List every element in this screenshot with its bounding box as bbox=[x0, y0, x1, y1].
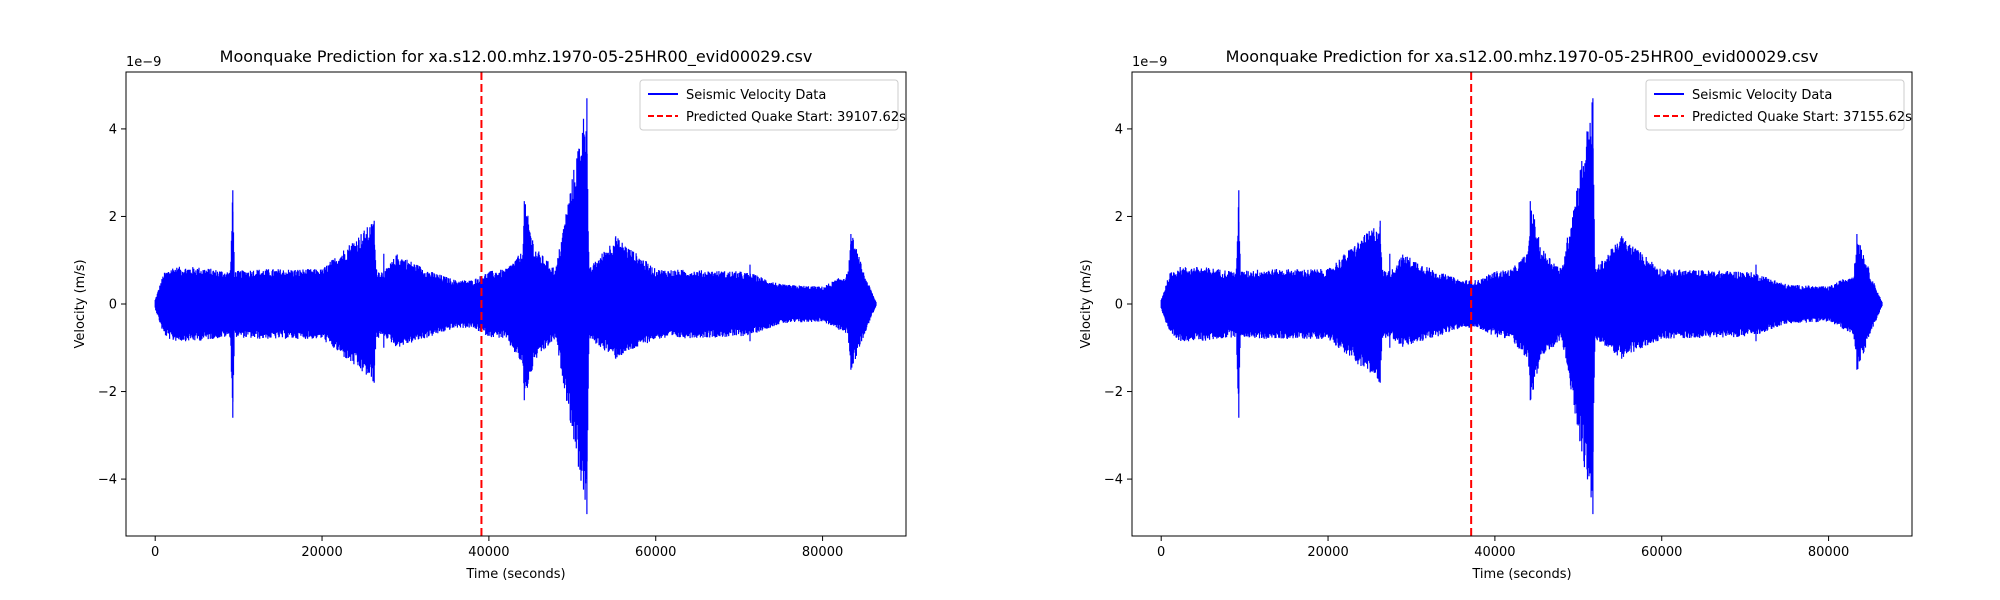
x-tick-label: 60000 bbox=[635, 545, 676, 560]
series-seismic-velocity bbox=[154, 98, 877, 515]
y-tick-label: 0 bbox=[1115, 298, 1123, 313]
x-tick-label: 20000 bbox=[301, 545, 342, 560]
x-tick-label: 0 bbox=[1157, 545, 1165, 560]
y-offset-text: 1e−9 bbox=[126, 55, 161, 70]
legend-label-seismic: Seismic Velocity Data bbox=[686, 88, 826, 103]
x-tick-label: 0 bbox=[151, 545, 159, 560]
series-seismic-velocity bbox=[1160, 98, 1883, 515]
legend-label-prediction: Predicted Quake Start: 37155.62s bbox=[1692, 110, 1912, 125]
y-axis-label: Velocity (m/s) bbox=[1079, 259, 1094, 348]
y-tick-label: 2 bbox=[1115, 210, 1123, 225]
x-axis-label: Time (seconds) bbox=[1471, 567, 1571, 582]
legend: Seismic Velocity Data Predicted Quake Sta… bbox=[639, 79, 906, 131]
x-tick-label: 20000 bbox=[1307, 545, 1348, 560]
x-axis-label: Time (seconds) bbox=[465, 567, 565, 582]
legend-label-seismic: Seismic Velocity Data bbox=[1692, 88, 1832, 103]
y-tick-label: 0 bbox=[109, 298, 117, 313]
legend: Seismic Velocity Data Predicted Quake Sta… bbox=[1645, 79, 1912, 131]
x-tick-label: 80000 bbox=[802, 545, 843, 560]
legend-label-prediction: Predicted Quake Start: 39107.62s bbox=[686, 110, 906, 125]
y-axis-label: Velocity (m/s) bbox=[73, 259, 88, 348]
x-tick-label: 40000 bbox=[1474, 545, 1515, 560]
x-tick-label: 40000 bbox=[468, 545, 509, 560]
chart-panel-1: 0 20000 40000 60000 80000 −4 −2 0 2 4 1e−9 Moonquak… bbox=[73, 47, 907, 582]
chart-panel-2: 0 20000 40000 60000 80000 −4 −2 0 2 4 1e−9 Moonquak… bbox=[1079, 47, 1913, 582]
y-offset-text: 1e−9 bbox=[1132, 55, 1167, 70]
x-tick-label: 80000 bbox=[1808, 545, 1849, 560]
chart-title: Moonquake Prediction for xa.s12.00.mhz.1… bbox=[220, 47, 813, 67]
legend-box bbox=[1645, 79, 1905, 131]
y-tick-label: −2 bbox=[1104, 385, 1123, 400]
y-tick-label: −4 bbox=[98, 473, 117, 488]
y-tick-label: 2 bbox=[109, 210, 117, 225]
y-tick-label: −4 bbox=[1104, 473, 1123, 488]
y-tick-label: 4 bbox=[109, 122, 117, 137]
chart-title: Moonquake Prediction for xa.s12.00.mhz.1… bbox=[1226, 47, 1819, 67]
x-tick-label: 60000 bbox=[1641, 545, 1682, 560]
y-tick-label: −2 bbox=[98, 385, 117, 400]
legend-box bbox=[639, 79, 899, 131]
y-tick-label: 4 bbox=[1115, 122, 1123, 137]
